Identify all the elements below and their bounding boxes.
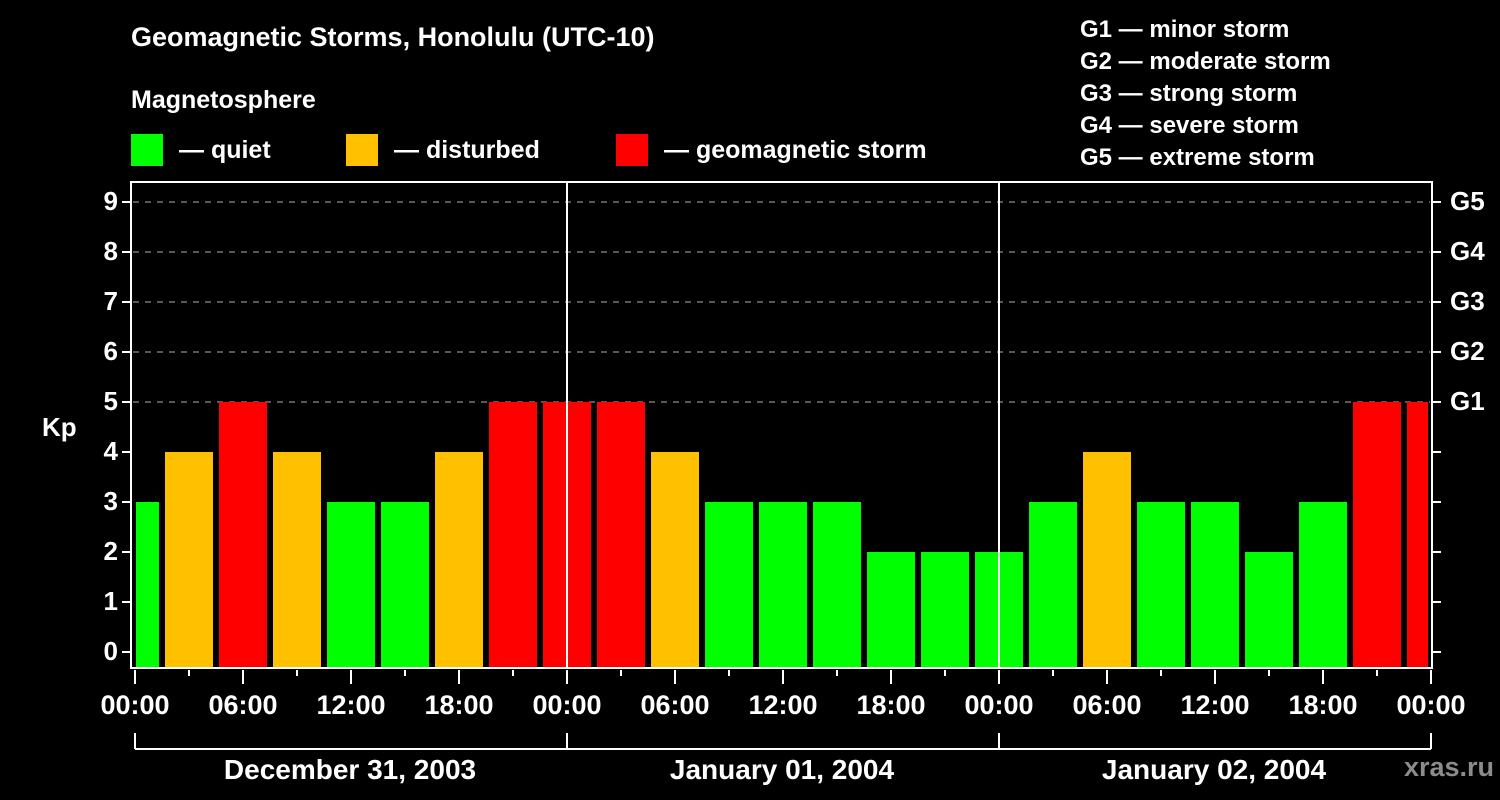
- kp-bar: [219, 402, 267, 667]
- kp-bar: [435, 452, 483, 667]
- x-tick-label: 12:00: [748, 690, 818, 720]
- kp-bar: [867, 552, 915, 667]
- date-label: January 02, 2004: [1101, 754, 1327, 785]
- x-tick-label: 18:00: [856, 690, 926, 720]
- x-tick-label: 18:00: [1288, 690, 1358, 720]
- kp-bar: [381, 502, 429, 667]
- kp-bar: [1407, 402, 1428, 667]
- g-tick-label: G3: [1450, 286, 1485, 316]
- storm-scale-g5: G5 — extreme storm: [1080, 144, 1315, 171]
- x-tick-label: 00:00: [964, 690, 1034, 720]
- y-tick-label: 5: [103, 386, 118, 416]
- kp-bar: [1083, 452, 1131, 667]
- legend-swatch-disturbed: [346, 134, 378, 166]
- kp-bar: [597, 402, 645, 667]
- y-axis-label: Kp: [42, 412, 77, 442]
- g-tick-label: G4: [1450, 236, 1485, 266]
- x-tick-label: 00:00: [532, 690, 602, 720]
- legend-swatch-storm: [616, 134, 648, 166]
- legend-quiet: — quiet: [131, 134, 271, 166]
- kp-bar: [813, 502, 861, 667]
- kp-bar: [759, 502, 807, 667]
- kp-bar: [273, 452, 321, 667]
- x-tick-label: 18:00: [424, 690, 494, 720]
- y-tick-label: 1: [103, 586, 118, 616]
- y-tick-label: 6: [103, 336, 118, 366]
- legend-disturbed: — disturbed: [346, 134, 540, 166]
- kp-bar: [1353, 402, 1401, 667]
- y-tick-label: 0: [103, 636, 118, 666]
- g-tick-label: G1: [1450, 386, 1485, 416]
- y-tick-label: 7: [103, 286, 118, 316]
- chart-subtitle: Magnetosphere: [131, 86, 316, 114]
- storm-scale-g4: G4 — severe storm: [1080, 112, 1299, 139]
- legend-label-disturbed: — disturbed: [394, 135, 540, 164]
- x-tick-label: 06:00: [208, 690, 278, 720]
- x-tick-label: 12:00: [316, 690, 386, 720]
- storm-scale-legend: G1 — minor storm G2 — moderate storm G3 …: [1080, 14, 1331, 174]
- legend-label-storm: — geomagnetic storm: [664, 135, 927, 164]
- g-tick-label: G2: [1450, 336, 1485, 366]
- plot-frame: [130, 181, 1433, 669]
- chart-title: Geomagnetic Storms, Honolulu (UTC-10): [131, 22, 655, 52]
- kp-bar: [165, 452, 213, 667]
- kp-bar: [327, 502, 375, 667]
- date-label: December 31, 2003: [223, 754, 477, 785]
- kp-bar: [1029, 502, 1077, 667]
- kp-bar: [1299, 502, 1347, 667]
- x-tick-label: 12:00: [1180, 690, 1250, 720]
- y-tick-label: 4: [103, 436, 118, 466]
- kp-bar: [489, 402, 537, 667]
- g-tick-label: G5: [1450, 186, 1485, 216]
- storm-scale-g2: G2 — moderate storm: [1080, 48, 1331, 75]
- legend-label-quiet: — quiet: [179, 135, 271, 164]
- kp-bar: [705, 502, 753, 667]
- legend-storm: — geomagnetic storm: [616, 134, 927, 166]
- kp-bar: [136, 502, 159, 667]
- storm-scale-g1: G1 — minor storm: [1080, 16, 1290, 43]
- kp-bar: [651, 452, 699, 667]
- x-tick-label: 06:00: [1072, 690, 1142, 720]
- y-tick-label: 2: [103, 536, 118, 566]
- kp-bar: [1137, 502, 1185, 667]
- y-tick-label: 3: [103, 486, 118, 516]
- watermark: xras.ru: [1403, 752, 1494, 782]
- kp-bar: [1245, 552, 1293, 667]
- x-tick-label: 00:00: [100, 690, 170, 720]
- kp-bar: [921, 552, 969, 667]
- kp-bar: [1191, 502, 1239, 667]
- y-tick-label: 9: [103, 186, 118, 216]
- x-tick-label: 06:00: [640, 690, 710, 720]
- date-label: January 01, 2004: [669, 754, 895, 785]
- x-tick-label: 00:00: [1396, 690, 1466, 720]
- y-tick-label: 8: [103, 236, 118, 266]
- storm-scale-g3: G3 — strong storm: [1080, 80, 1298, 107]
- legend-swatch-quiet: [131, 134, 163, 166]
